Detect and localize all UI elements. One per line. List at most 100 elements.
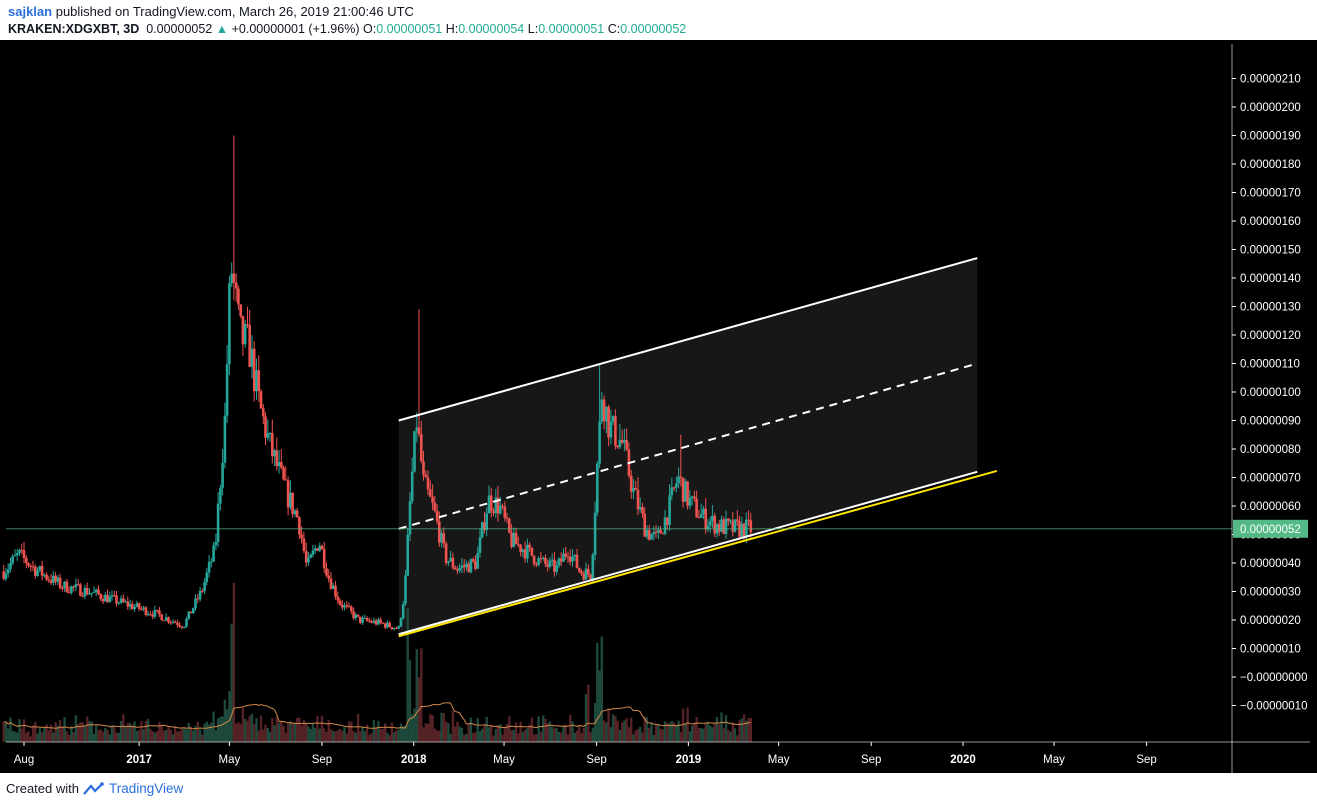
volume-bar bbox=[81, 722, 84, 742]
volume-bar bbox=[745, 720, 748, 742]
price-chart[interactable]: 0.00000210 0.00000200 0.00000190 0.00000180… bbox=[0, 40, 1317, 773]
volume-bar bbox=[634, 730, 637, 742]
candle-body bbox=[144, 607, 148, 615]
volume-bar bbox=[133, 721, 136, 742]
candle-body bbox=[474, 561, 477, 569]
volume-bar bbox=[232, 582, 236, 742]
candle-body bbox=[690, 496, 694, 498]
volume-bar bbox=[237, 722, 240, 742]
volume-bar bbox=[214, 730, 218, 742]
candle-body bbox=[225, 364, 229, 416]
change-arrow-icon: ▲ bbox=[215, 22, 229, 36]
volume-bar bbox=[131, 725, 134, 742]
volume-bar bbox=[530, 717, 534, 742]
price-tick-label: 0.00000140 bbox=[1240, 273, 1301, 285]
volume-bar bbox=[119, 721, 123, 742]
candle-body bbox=[641, 507, 644, 514]
volume-bar bbox=[519, 721, 522, 742]
tradingview-brand[interactable]: TradingView bbox=[108, 781, 184, 796]
candle-body bbox=[681, 477, 685, 502]
volume-bar bbox=[424, 723, 427, 742]
volume-bar bbox=[609, 727, 613, 742]
volume-bar bbox=[695, 717, 698, 742]
volume-bar bbox=[438, 730, 441, 742]
candle-body bbox=[15, 553, 19, 556]
support-trendline[interactable] bbox=[398, 469, 998, 638]
candle-body bbox=[241, 316, 245, 345]
candle-body bbox=[659, 529, 662, 534]
candle-body bbox=[591, 555, 595, 580]
candle-body bbox=[38, 566, 42, 571]
candle-body bbox=[122, 598, 125, 602]
volume-bar bbox=[327, 720, 330, 742]
volume-bar bbox=[167, 726, 170, 742]
volume-bar bbox=[677, 720, 680, 742]
candle-body bbox=[406, 534, 409, 576]
volume-bar bbox=[652, 734, 655, 742]
candle-body bbox=[711, 515, 714, 522]
volume-bar bbox=[70, 726, 73, 742]
candle-body bbox=[18, 549, 21, 554]
volume-bar bbox=[368, 734, 371, 742]
candle-body bbox=[316, 548, 319, 551]
candle-body bbox=[322, 549, 326, 569]
volume-bar bbox=[142, 729, 145, 742]
parallel-channel[interactable] bbox=[398, 257, 978, 636]
high-value: 0.00000054 bbox=[458, 22, 525, 36]
candle-body bbox=[562, 553, 565, 562]
candle-body bbox=[311, 550, 315, 555]
candle-body bbox=[97, 589, 100, 595]
candle-body bbox=[113, 595, 116, 597]
candle-body bbox=[733, 519, 737, 532]
candle-body bbox=[668, 495, 671, 525]
candle-body bbox=[153, 609, 157, 617]
volume-bar bbox=[733, 728, 737, 742]
candle-body bbox=[487, 495, 491, 514]
time-tick-label: 2020 bbox=[950, 754, 976, 766]
author-link[interactable]: sajklan bbox=[8, 4, 53, 19]
candle-body bbox=[88, 593, 91, 595]
volume-bar bbox=[262, 729, 265, 742]
volume-bar bbox=[223, 699, 227, 742]
time-axis[interactable]: Aug 2017 May Sep 2018 May Sep 2019 May Sep 2020 May… bbox=[6, 741, 1310, 766]
candle-body bbox=[295, 510, 299, 518]
volume-bar bbox=[713, 723, 716, 742]
candle-body bbox=[510, 532, 513, 547]
candle-body bbox=[537, 558, 540, 566]
candle-body bbox=[435, 510, 439, 522]
volume-bar bbox=[13, 731, 17, 742]
candle-body bbox=[652, 531, 656, 535]
candle-body bbox=[519, 544, 522, 553]
candle-body bbox=[124, 601, 127, 603]
candle-body bbox=[568, 557, 572, 562]
candle-body bbox=[449, 557, 452, 562]
time-tick-label: May bbox=[493, 754, 515, 766]
candle-body bbox=[429, 489, 432, 497]
candle-body bbox=[149, 614, 152, 616]
volume-bar bbox=[47, 730, 50, 742]
volume-bar bbox=[453, 726, 457, 742]
candle-body bbox=[307, 557, 310, 563]
volume-bar bbox=[92, 733, 96, 742]
candle-body bbox=[63, 581, 66, 589]
price-axis[interactable]: 0.00000210 0.00000200 0.00000190 0.00000180… bbox=[1231, 44, 1308, 773]
price-tick-label: 0.00000110 bbox=[1240, 359, 1300, 371]
volume-bar bbox=[356, 713, 360, 742]
plot-area[interactable] bbox=[6, 44, 1232, 742]
volume-bar bbox=[350, 721, 353, 742]
candle-body bbox=[417, 427, 421, 434]
candle-body bbox=[198, 590, 202, 600]
candle-body bbox=[505, 517, 509, 519]
candle-body bbox=[325, 568, 328, 576]
volume-bar bbox=[235, 723, 238, 742]
price-tick-label: 0.00000160 bbox=[1240, 216, 1301, 228]
candle-body bbox=[61, 588, 64, 590]
volume-bar bbox=[654, 725, 658, 742]
volume-bar bbox=[264, 724, 267, 742]
candle-body bbox=[465, 563, 468, 568]
volume-bar bbox=[444, 721, 448, 742]
volume-bar bbox=[88, 721, 91, 742]
volume-bar bbox=[198, 729, 202, 742]
price-tick-label: 0.00000070 bbox=[1240, 473, 1301, 485]
candle-body bbox=[575, 554, 579, 568]
